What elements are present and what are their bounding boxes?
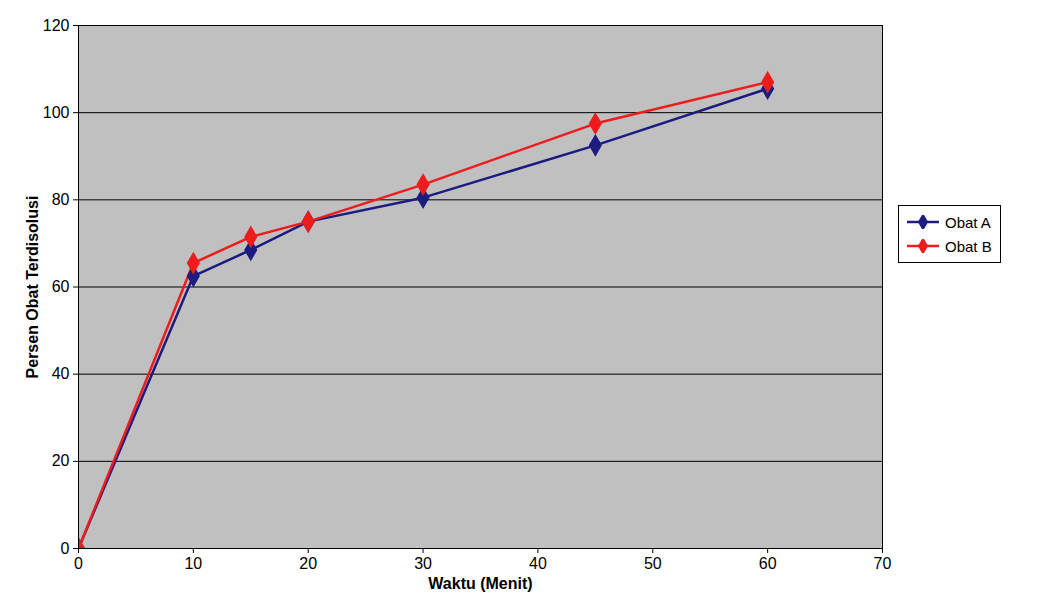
svg-text:Waktu (Menit): Waktu (Menit) (428, 575, 532, 592)
svg-text:60: 60 (52, 278, 70, 295)
svg-text:20: 20 (52, 452, 70, 469)
svg-text:0: 0 (74, 555, 83, 572)
svg-text:10: 10 (184, 555, 202, 572)
svg-text:40: 40 (52, 365, 70, 382)
html-text:Obat A: Obat A (945, 213, 991, 231)
svg-text:0: 0 (61, 540, 70, 557)
svg-text:40: 40 (529, 555, 547, 572)
svg-text:100: 100 (43, 104, 70, 121)
svg-text:80: 80 (52, 191, 70, 208)
html-text:Obat B: Obat B (945, 237, 992, 255)
svg-text:70: 70 (874, 555, 892, 572)
svg-text:60: 60 (759, 555, 777, 572)
svg-text:Persen Obat Terdisolusi: Persen Obat Terdisolusi (24, 196, 41, 379)
svg-text:20: 20 (299, 555, 317, 572)
svg-text:30: 30 (414, 555, 432, 572)
svg-text:50: 50 (644, 555, 662, 572)
svg-text:120: 120 (43, 17, 70, 34)
